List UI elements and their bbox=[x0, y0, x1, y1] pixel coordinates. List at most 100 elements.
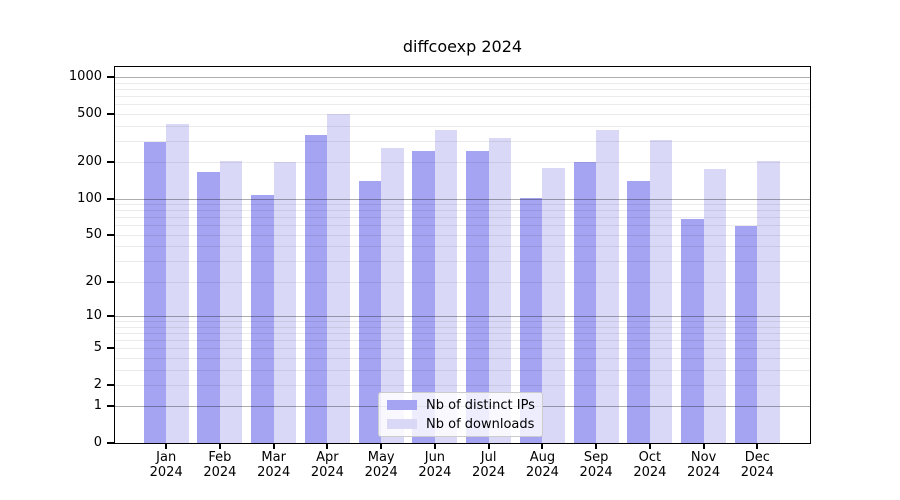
y-tick-label: 100 bbox=[77, 190, 102, 206]
bar-distinct-ips bbox=[734, 226, 758, 443]
y-tick-mark bbox=[107, 197, 114, 200]
y-tick-mark bbox=[107, 383, 114, 386]
gridline-minor bbox=[115, 217, 810, 219]
x-tick-label: Feb 2024 bbox=[192, 450, 248, 480]
legend-swatch-distinct-ips bbox=[387, 400, 417, 410]
legend-label-downloads: Nb of downloads bbox=[426, 416, 535, 432]
x-tick-year: 2024 bbox=[364, 465, 398, 480]
x-tick-label: Jun 2024 bbox=[407, 450, 463, 480]
gridline-minor bbox=[115, 246, 810, 248]
bar-distinct-ips bbox=[251, 195, 274, 443]
bar-distinct-ips bbox=[143, 141, 167, 443]
gridline-minor bbox=[115, 140, 810, 142]
bar-distinct-ips bbox=[197, 172, 220, 443]
x-tick-year: 2024 bbox=[740, 465, 774, 480]
x-tick-mark bbox=[648, 444, 651, 449]
bar-downloads bbox=[596, 129, 619, 443]
gridline-minor bbox=[115, 326, 810, 328]
gridline-minor bbox=[115, 82, 810, 84]
x-tick-year: 2024 bbox=[633, 465, 667, 480]
x-tick-mark bbox=[702, 444, 705, 449]
x-tick-label: Dec 2024 bbox=[729, 450, 785, 480]
bar-downloads bbox=[757, 161, 780, 443]
gridline-minor bbox=[115, 113, 810, 115]
x-tick-month: Apr bbox=[316, 450, 339, 465]
x-tick-year: 2024 bbox=[687, 465, 721, 480]
gridline-minor bbox=[115, 281, 810, 283]
y-tick-mark bbox=[107, 161, 114, 164]
gridline-minor bbox=[115, 348, 810, 350]
gridline-minor bbox=[115, 340, 810, 341]
bar-downloads bbox=[703, 169, 727, 443]
y-tick-label: 10 bbox=[85, 308, 102, 324]
gridline-minor bbox=[115, 357, 810, 359]
x-tick-mark bbox=[326, 444, 329, 449]
bar-distinct-ips bbox=[681, 218, 704, 443]
bar-distinct-ips bbox=[573, 162, 597, 443]
bar-downloads bbox=[219, 160, 243, 443]
x-tick-year: 2024 bbox=[310, 465, 344, 480]
y-tick-mark bbox=[107, 405, 114, 408]
gridline-major bbox=[115, 198, 810, 200]
x-tick-year: 2024 bbox=[525, 465, 559, 480]
x-tick-year: 2024 bbox=[418, 465, 452, 480]
x-tick-label: May 2024 bbox=[353, 450, 409, 480]
legend-item-downloads: Nb of downloads bbox=[387, 416, 534, 432]
bar-downloads bbox=[434, 129, 458, 443]
x-tick-year: 2024 bbox=[203, 465, 237, 480]
bar-downloads bbox=[273, 161, 297, 443]
legend-swatch-downloads bbox=[387, 419, 417, 429]
x-tick-label: Jul 2024 bbox=[461, 450, 517, 480]
y-tick-label: 0 bbox=[93, 435, 102, 450]
y-tick-mark bbox=[107, 233, 114, 236]
x-tick-label: Apr 2024 bbox=[299, 450, 355, 480]
bar-distinct-ips bbox=[519, 198, 543, 443]
y-tick-label: 1000 bbox=[68, 69, 102, 85]
x-tick-mark bbox=[595, 444, 598, 449]
x-tick-mark bbox=[541, 444, 544, 449]
gridline-major bbox=[115, 316, 810, 318]
x-tick-month: Dec bbox=[744, 450, 770, 465]
x-tick-month: Oct bbox=[638, 450, 662, 465]
x-tick-label: Mar 2024 bbox=[246, 450, 302, 480]
x-tick-label: Nov 2024 bbox=[676, 450, 732, 480]
x-tick-year: 2024 bbox=[472, 465, 506, 480]
x-tick-label: Aug 2024 bbox=[514, 450, 570, 480]
x-tick-mark bbox=[756, 444, 759, 449]
bar-downloads bbox=[381, 148, 404, 443]
y-tick-mark bbox=[107, 280, 114, 283]
bar-distinct-ips bbox=[412, 150, 435, 443]
gridline-minor bbox=[115, 261, 810, 263]
legend: Nb of distinct IPs Nb of downloads bbox=[378, 392, 543, 437]
y-tick-mark bbox=[107, 315, 114, 318]
x-tick-month: Jan bbox=[156, 450, 177, 465]
y-tick-label: 1 bbox=[93, 398, 102, 414]
gridline-minor bbox=[115, 104, 810, 106]
gridline-minor bbox=[115, 96, 810, 98]
y-tick-label: 200 bbox=[77, 154, 102, 170]
x-tick-month: Nov bbox=[690, 450, 717, 465]
x-tick-month: Aug bbox=[529, 450, 556, 465]
x-tick-month: Jun bbox=[424, 450, 446, 465]
legend-item-distinct-ips: Nb of distinct IPs bbox=[387, 397, 535, 413]
y-tick-mark bbox=[107, 347, 114, 350]
x-tick-month: Mar bbox=[261, 450, 286, 465]
gridline-major bbox=[115, 77, 810, 79]
y-tick-label: 5 bbox=[93, 340, 102, 356]
x-tick-mark bbox=[218, 444, 221, 449]
y-tick-label: 2 bbox=[93, 376, 102, 392]
gridline-minor bbox=[115, 332, 810, 334]
x-tick-label: Sep 2024 bbox=[568, 450, 624, 480]
gridline-minor bbox=[115, 162, 810, 164]
bar-distinct-ips bbox=[304, 134, 328, 443]
gridline-minor bbox=[115, 204, 810, 206]
gridline-minor bbox=[115, 125, 810, 127]
x-tick-year: 2024 bbox=[149, 465, 183, 480]
plot-area: Nb of distinct IPs Nb of downloads bbox=[114, 66, 811, 444]
bar-downloads bbox=[327, 113, 350, 443]
gridline-minor bbox=[115, 234, 810, 236]
x-tick-month: Jul bbox=[480, 450, 497, 465]
x-tick-month: Feb bbox=[208, 450, 232, 465]
x-tick-year: 2024 bbox=[257, 465, 291, 480]
